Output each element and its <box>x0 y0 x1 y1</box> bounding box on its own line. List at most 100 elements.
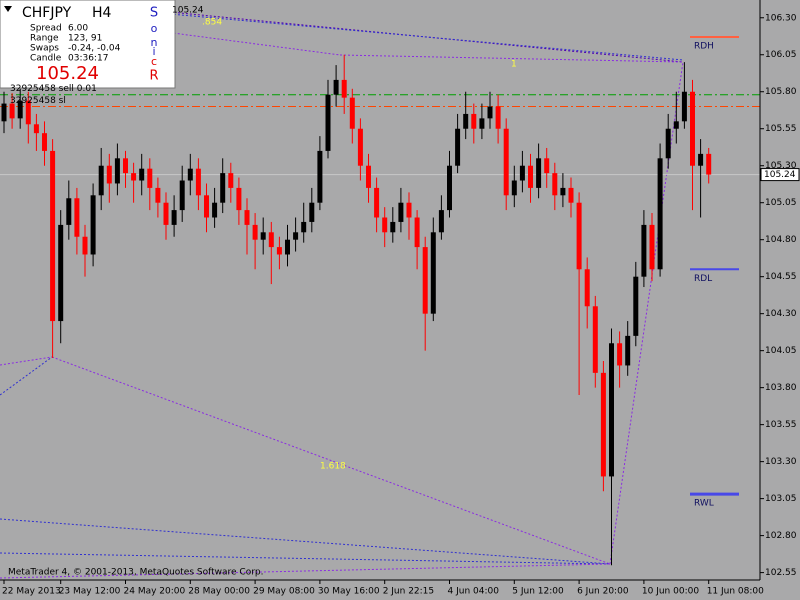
candle-body <box>155 187 161 203</box>
y-tick-label: 102.55 <box>765 568 797 578</box>
candle-body <box>698 153 704 166</box>
candle-body <box>147 168 153 188</box>
candle-body <box>171 210 177 225</box>
y-tick-label: 106.05 <box>765 50 797 60</box>
candle-body <box>357 128 363 166</box>
info-value: 03:36:17 <box>68 54 108 64</box>
candle-body <box>58 224 64 322</box>
level-label: RWL <box>694 499 714 509</box>
candle-body <box>212 202 218 218</box>
candle-body <box>414 217 420 248</box>
candle-body <box>576 202 582 270</box>
trend-lines <box>0 11 684 579</box>
x-tick-label: 28 May 00:00 <box>188 587 250 597</box>
candle-body <box>649 224 655 270</box>
y-tick-label: 103.30 <box>765 457 797 467</box>
candle-body <box>25 100 31 125</box>
info-value: 123, 91 <box>68 34 102 44</box>
candle-body <box>657 158 663 270</box>
candle-body <box>349 97 355 129</box>
x-tick-label: 6 Jun 20:00 <box>577 587 629 597</box>
info-label: Spread <box>30 24 62 34</box>
y-tick-label: 102.80 <box>765 531 797 541</box>
y-tick-label: 105.30 <box>765 161 797 171</box>
candle-body <box>33 124 39 134</box>
candle-body <box>42 133 47 151</box>
indicator-letter: o <box>151 22 158 35</box>
candle-body <box>195 168 201 196</box>
price-tag <box>760 168 800 182</box>
trend-line <box>169 13 684 61</box>
indicator-letter: R <box>149 69 158 84</box>
x-tick-label: 2 Jun 22:15 <box>383 587 434 597</box>
candle-body <box>1 103 7 122</box>
candle-body <box>503 128 509 196</box>
timeframe: H4 <box>92 5 112 21</box>
footer: MetaTrader 4, © 2001-2013, MetaQuotes So… <box>8 568 264 578</box>
candle-body <box>187 168 193 181</box>
candle-body <box>609 343 614 477</box>
order-label: 32925458 sell 0.01 <box>10 84 97 94</box>
x-tick-label: 29 May 08:00 <box>253 587 315 597</box>
candle-body <box>66 198 72 225</box>
info-label: Swaps <box>30 44 59 54</box>
trend-line <box>0 563 611 579</box>
candle-body <box>82 236 88 255</box>
candle-body <box>681 91 687 122</box>
candle-body <box>244 210 250 225</box>
candle-body <box>114 158 120 184</box>
candle-body <box>333 79 339 95</box>
candle-body <box>625 335 631 366</box>
candle-body <box>455 128 461 166</box>
fibo-label: 1 <box>511 60 517 70</box>
trend-line <box>609 61 684 565</box>
candle-body <box>268 232 274 248</box>
candle-body <box>406 202 412 218</box>
candle-body <box>220 173 226 203</box>
candle-body <box>309 202 315 222</box>
candle-body <box>301 221 307 233</box>
candle-body <box>276 247 282 255</box>
candle-body <box>252 224 258 240</box>
candle-body <box>690 91 695 166</box>
y-tick-label: 105.05 <box>765 198 797 208</box>
x-tick-label: 24 May 20:00 <box>124 587 186 597</box>
candle-body <box>293 232 299 240</box>
candle-body <box>398 202 404 222</box>
trend-line <box>339 54 684 63</box>
symbol: CHFJPY <box>22 5 72 21</box>
trend-line <box>51 356 611 565</box>
candle-body <box>366 165 371 188</box>
panel-arrow <box>4 6 12 12</box>
candle-body <box>487 106 493 119</box>
candle-body <box>204 195 209 218</box>
candle-body <box>633 276 639 336</box>
level-label: RDH <box>694 41 714 51</box>
indicator-letter: c <box>151 55 157 68</box>
info-value: 6.00 <box>68 24 88 34</box>
trend-line <box>0 552 611 565</box>
y-tick-label: 104.55 <box>765 272 797 282</box>
candle-body <box>236 187 242 211</box>
candle-body <box>495 106 501 129</box>
candle-body <box>544 158 550 174</box>
info-panel <box>0 0 176 89</box>
candle-body <box>592 306 598 373</box>
candle-body <box>560 187 566 196</box>
candle-body <box>50 150 56 322</box>
x-tick-label: 4 Jun 04:00 <box>448 587 500 597</box>
info-label: Candle <box>30 54 62 64</box>
x-tick-label: 11 Jun 08:00 <box>707 587 764 597</box>
y-tick-label: 103.80 <box>765 383 797 393</box>
candle-body <box>123 158 128 174</box>
y-tick-label: 105.55 <box>765 124 797 134</box>
info-value: -0.24, -0.04 <box>68 44 121 54</box>
candle-body <box>341 79 347 98</box>
candle-body <box>617 343 623 366</box>
candle-body <box>179 180 185 211</box>
candle-body <box>390 221 396 233</box>
indicator-letter: n <box>151 36 158 49</box>
trend-line <box>0 356 53 396</box>
